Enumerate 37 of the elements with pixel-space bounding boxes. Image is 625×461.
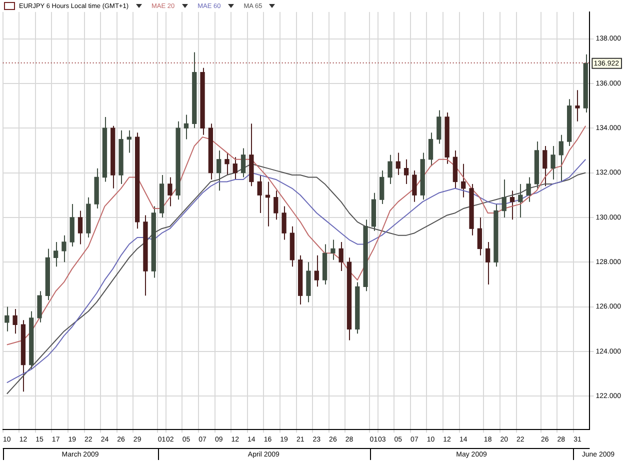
candlestick (168, 176, 172, 207)
candlestick (240, 148, 246, 178)
candlestick (62, 234, 66, 263)
candlestick (542, 145, 548, 187)
candlestick (558, 134, 564, 182)
candlestick (274, 190, 278, 220)
candlestick (380, 170, 384, 205)
candlestick (184, 114, 189, 140)
candlestick (388, 154, 392, 184)
candlestick (436, 110, 442, 144)
candlestick (53, 242, 58, 268)
candlestick (126, 130, 132, 154)
candlestick (257, 174, 262, 214)
candlestick (4, 306, 10, 332)
candlestick (282, 206, 286, 240)
candlestick (550, 145, 556, 180)
candlestick (78, 210, 83, 245)
candlestick (477, 216, 482, 256)
candlestick (510, 190, 515, 220)
candlestick (404, 158, 409, 184)
candlestick (502, 178, 506, 218)
candlestick (485, 242, 490, 285)
candlestick (412, 170, 417, 202)
candlestick (461, 163, 466, 198)
candlestick (216, 150, 222, 192)
candlestick (526, 176, 531, 202)
candlestick (37, 290, 42, 323)
candlestick (428, 132, 434, 167)
candlestick (575, 90, 580, 122)
candlestick (314, 254, 319, 288)
candlestick (224, 152, 230, 176)
candlestick (330, 239, 336, 260)
candlestick (518, 183, 523, 218)
candlestick (396, 152, 400, 176)
candlestick (232, 156, 238, 180)
candlestick (12, 308, 18, 334)
candlestick (338, 242, 344, 272)
